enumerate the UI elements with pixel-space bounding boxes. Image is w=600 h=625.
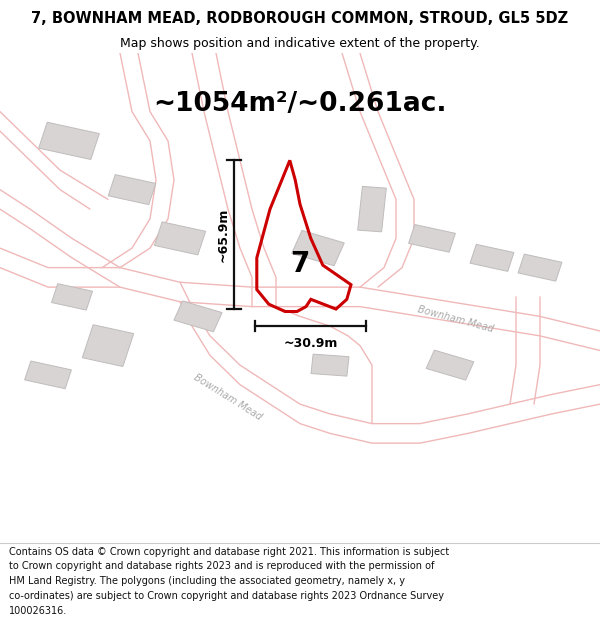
Polygon shape [174, 301, 222, 332]
Polygon shape [470, 244, 514, 271]
Text: HM Land Registry. The polygons (including the associated geometry, namely x, y: HM Land Registry. The polygons (includin… [9, 576, 405, 586]
Text: ~1054m²/~0.261ac.: ~1054m²/~0.261ac. [153, 91, 447, 118]
Text: 7: 7 [290, 250, 310, 278]
Text: Bownham Mead: Bownham Mead [417, 304, 495, 334]
Text: Map shows position and indicative extent of the property.: Map shows position and indicative extent… [120, 38, 480, 50]
Text: ~30.9m: ~30.9m [283, 337, 338, 350]
Text: Contains OS data © Crown copyright and database right 2021. This information is : Contains OS data © Crown copyright and d… [9, 546, 449, 556]
Text: Bownham Mead: Bownham Mead [192, 372, 264, 422]
Polygon shape [358, 186, 386, 232]
Polygon shape [108, 174, 156, 204]
Text: co-ordinates) are subject to Crown copyright and database rights 2023 Ordnance S: co-ordinates) are subject to Crown copyr… [9, 591, 444, 601]
Polygon shape [38, 122, 100, 159]
Polygon shape [518, 254, 562, 281]
Polygon shape [25, 361, 71, 389]
Polygon shape [426, 350, 474, 380]
Text: 100026316.: 100026316. [9, 606, 67, 616]
Polygon shape [311, 354, 349, 376]
Polygon shape [409, 224, 455, 253]
Polygon shape [82, 325, 134, 366]
Polygon shape [292, 231, 344, 266]
Text: 7, BOWNHAM MEAD, RODBOROUGH COMMON, STROUD, GL5 5DZ: 7, BOWNHAM MEAD, RODBOROUGH COMMON, STRO… [31, 11, 569, 26]
Text: ~65.9m: ~65.9m [217, 208, 230, 262]
Polygon shape [154, 222, 206, 255]
Polygon shape [52, 284, 92, 310]
Text: to Crown copyright and database rights 2023 and is reproduced with the permissio: to Crown copyright and database rights 2… [9, 561, 434, 571]
